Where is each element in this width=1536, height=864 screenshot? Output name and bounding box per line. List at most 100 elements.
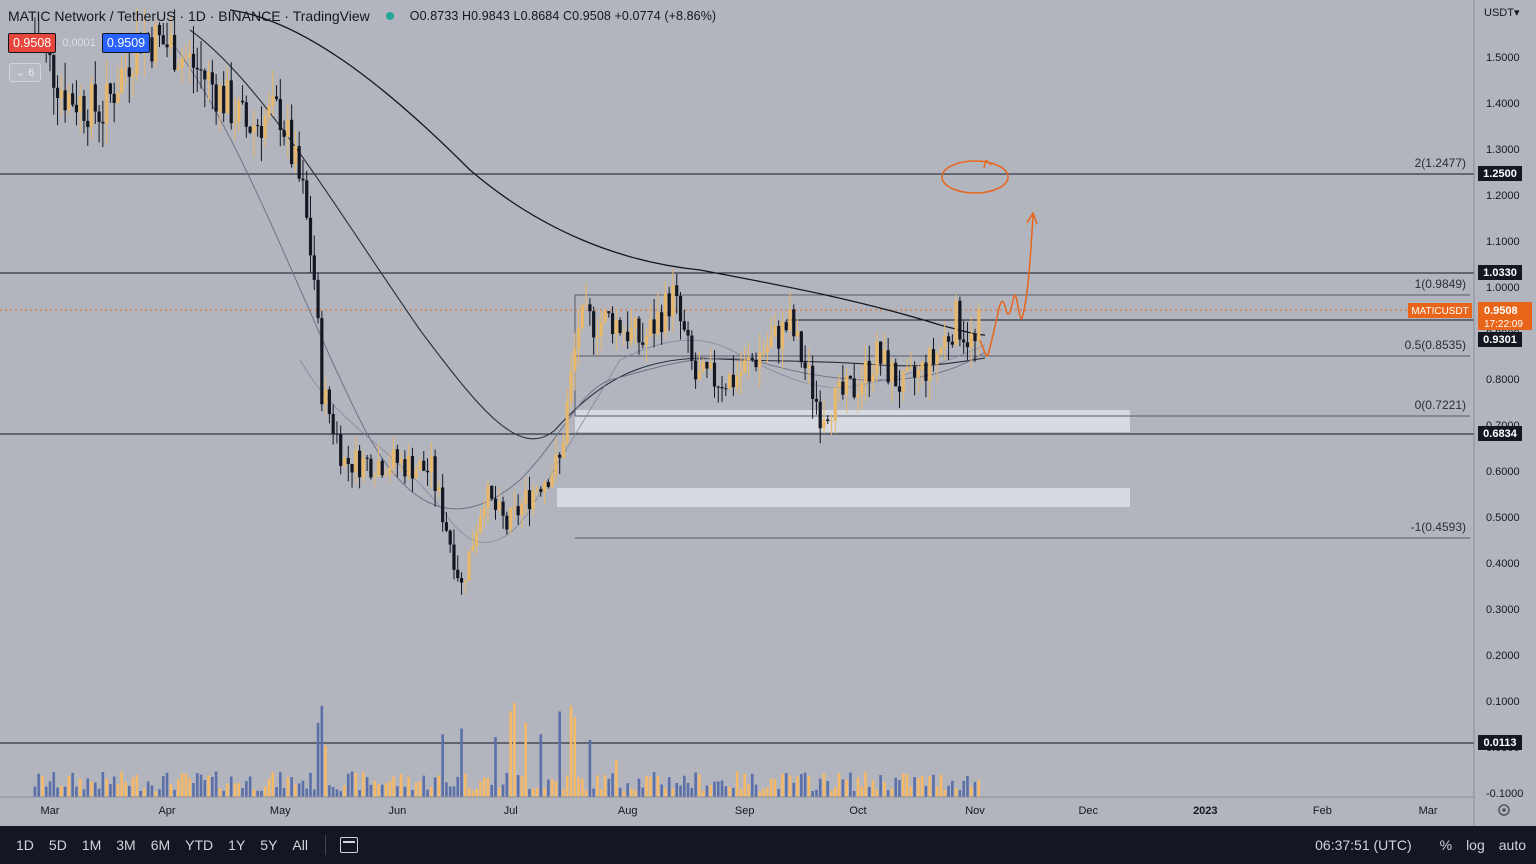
candle-body: [316, 279, 320, 319]
range-button-6m[interactable]: 6M: [150, 837, 171, 853]
price-chart[interactable]: 2(1.2477) 1(0.9849) 0.5(0.8535) 0(0.7221…: [0, 0, 1536, 826]
candle-body: [172, 34, 177, 70]
volume-bar: [966, 775, 969, 797]
candle-body: [324, 389, 328, 405]
volume-bar: [705, 785, 709, 797]
candle-body: [327, 389, 331, 415]
badge-0683: 0.6834: [1483, 428, 1518, 440]
candle-body: [369, 458, 373, 478]
currency-selector[interactable]: USDT▾: [1484, 6, 1519, 19]
volume-bar: [430, 786, 433, 797]
candle-body: [667, 293, 671, 317]
buy-button[interactable]: 0.9509: [101, 33, 151, 53]
log-toggle[interactable]: log: [1466, 837, 1485, 853]
candle-body: [339, 434, 343, 466]
range-button-1m[interactable]: 1M: [81, 837, 102, 853]
volume-bar: [524, 722, 528, 797]
volume-bar: [256, 790, 259, 797]
candle-body: [682, 321, 686, 330]
range-button-all[interactable]: All: [292, 837, 308, 853]
price-axis-panel[interactable]: [1474, 0, 1536, 826]
candle-body: [441, 487, 445, 523]
volume-bar: [211, 776, 214, 797]
volume-bar: [701, 790, 705, 797]
candle-body: [856, 394, 860, 398]
candle-body: [595, 336, 600, 338]
candle-body: [860, 382, 864, 395]
volume-bar: [165, 772, 169, 797]
range-button-3m[interactable]: 3M: [116, 837, 136, 853]
candle-body: [565, 401, 569, 443]
candle-body: [592, 311, 596, 338]
volume-bar: [343, 785, 346, 797]
candle-body: [561, 442, 566, 458]
volume-bar: [709, 784, 713, 797]
volume-bar: [637, 778, 641, 797]
candle-body: [505, 515, 509, 530]
volume-bar: [818, 778, 822, 797]
candle-body: [229, 80, 233, 124]
volume-bar: [645, 776, 648, 797]
percent-toggle[interactable]: %: [1439, 837, 1453, 853]
candle-body: [678, 295, 683, 322]
range-button-5y[interactable]: 5Y: [260, 837, 278, 853]
sell-button[interactable]: 0.9508: [8, 33, 57, 53]
volume-bar: [380, 784, 384, 797]
candle-body: [962, 339, 966, 343]
candle-body: [811, 365, 815, 399]
candle-body: [407, 455, 411, 477]
volume-bar: [513, 702, 516, 797]
candle-body: [973, 333, 977, 342]
price-tick-label: 0.1000: [1486, 696, 1520, 708]
volume-bar: [120, 771, 124, 797]
candle-body: [905, 367, 909, 372]
auto-toggle[interactable]: auto: [1498, 837, 1526, 853]
volume-bar: [214, 771, 218, 797]
indicators-toggle-button[interactable]: ⌄ 6: [9, 63, 41, 82]
range-button-1d[interactable]: 1D: [16, 837, 34, 853]
candle-body: [720, 386, 724, 389]
fib-label-0: 0(0.7221): [1415, 398, 1466, 412]
range-button-1y[interactable]: 1Y: [228, 837, 246, 853]
candle-body: [410, 455, 415, 479]
candle-body: [361, 457, 365, 478]
candle-body: [845, 375, 849, 395]
utc-clock[interactable]: 06:37:51 (UTC): [1315, 837, 1412, 853]
volume-bar: [365, 777, 369, 797]
volume-bar: [641, 787, 645, 797]
volume-bars: [33, 702, 981, 797]
candle-body: [165, 44, 169, 48]
ma-100-line: [189, 29, 986, 440]
candle-body: [218, 85, 222, 112]
settings-gear-icon[interactable]: [1498, 804, 1510, 816]
candle-body: [63, 90, 67, 111]
range-button-5d[interactable]: 5D: [48, 837, 67, 853]
candle-body: [203, 70, 207, 80]
calendar-icon[interactable]: [339, 837, 358, 853]
candle-body: [901, 371, 905, 392]
candle-body: [920, 362, 924, 370]
volume-bar: [218, 787, 222, 797]
time-tick-label: Apr: [158, 805, 175, 817]
volume-bar: [44, 786, 48, 797]
candle-body: [169, 34, 173, 48]
volume-bar: [924, 785, 928, 797]
candle-body: [614, 319, 618, 334]
volume-bar: [279, 772, 282, 797]
candle-body: [365, 457, 369, 459]
candle-body: [675, 285, 679, 296]
volume-bar: [354, 773, 358, 797]
volume-bar: [369, 784, 373, 797]
candle-body: [580, 304, 584, 328]
badge-volume: 0.0113: [1483, 737, 1516, 749]
candle-body: [931, 349, 936, 365]
volume-bar: [320, 705, 324, 797]
symbol-title[interactable]: MATIC Network / TetherUS · 1D · BINANCE …: [8, 8, 370, 24]
volume-bar: [917, 778, 920, 797]
volume-bar: [260, 790, 263, 797]
volume-bar: [977, 780, 981, 797]
range-button-ytd[interactable]: YTD: [185, 837, 214, 853]
candle-body: [520, 503, 524, 516]
indicator-count: 6: [28, 66, 35, 79]
candle-body: [248, 126, 252, 133]
